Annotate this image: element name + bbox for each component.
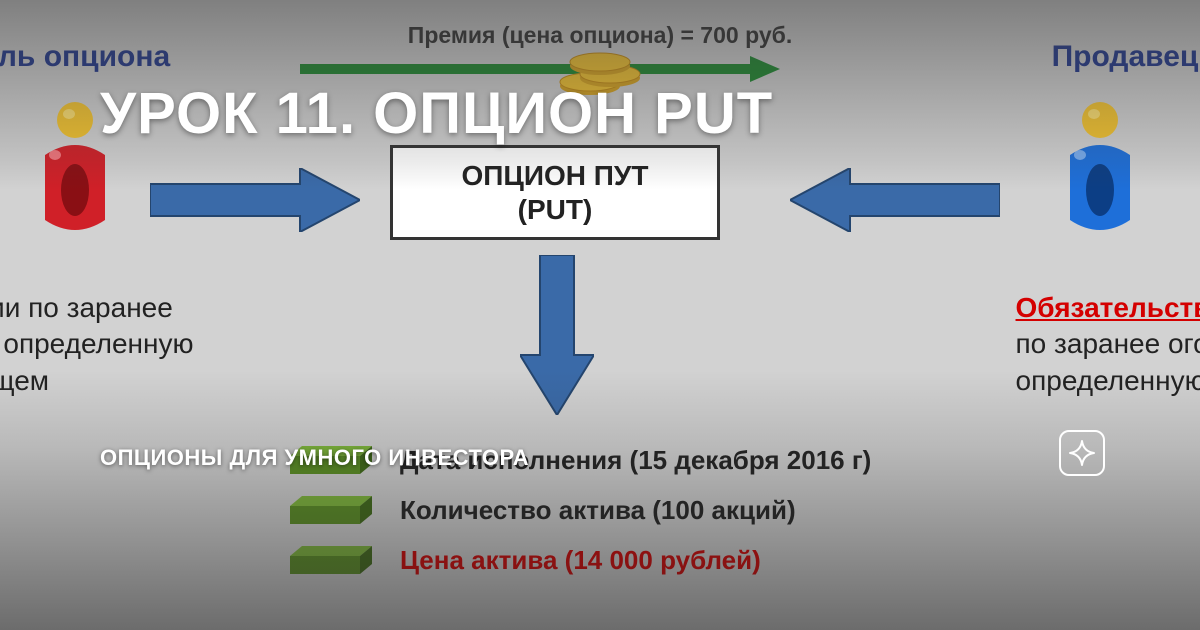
left-l1b: акции по заранее [0, 292, 173, 323]
left-l2: дене в определенную [0, 326, 193, 362]
page-title: УРОК 11. ОПЦИОН PUT [100, 80, 773, 147]
right-l1a: Обязательство [1016, 292, 1200, 323]
right-l2: по заранее оговоре [1016, 326, 1200, 362]
platform-star-icon [1059, 430, 1105, 476]
page-subtitle: ОПЦИОНЫ ДЛЯ УМНОГО ИНВЕСТОРА [100, 445, 529, 471]
centre-line2: (PUT) [518, 193, 593, 227]
overlay-gradient-bottom [0, 370, 1200, 630]
